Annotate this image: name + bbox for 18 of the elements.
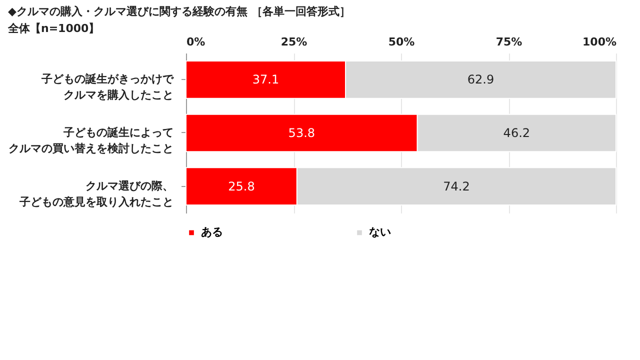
text: 全体【n=1000】: [7, 22, 100, 35]
x-tick-label: 75%: [496, 36, 522, 48]
y-tick-label: 子どもの誕生がきっかけでクルマを購入したこと: [40, 72, 174, 102]
legend-label: ある: [201, 226, 223, 239]
data-label: 62.9: [467, 72, 494, 87]
data-label: 37.1: [252, 72, 280, 87]
data-label: 25.8: [228, 179, 255, 194]
data-label: 46.2: [503, 126, 530, 140]
y-tick-label: 子どもの誕生によってクルマの買い替えを検討したこと: [8, 126, 174, 155]
data-label: 74.2: [443, 179, 470, 194]
data-label: 53.8: [288, 126, 316, 140]
y-tick-label: クルマ選びの際、子どもの意見を取り入れたこと: [18, 179, 174, 208]
legend-label: ない: [369, 226, 391, 239]
x-tick-label: 25%: [280, 36, 308, 48]
chart-title: ◆クルマの購入・クルマ選びに関する経験の有無 ［各単一回答形式］: [8, 5, 350, 18]
x-tick-label: 0%: [186, 36, 206, 48]
x-tick-label: 100%: [582, 36, 616, 48]
x-tick-label: 50%: [388, 36, 415, 48]
